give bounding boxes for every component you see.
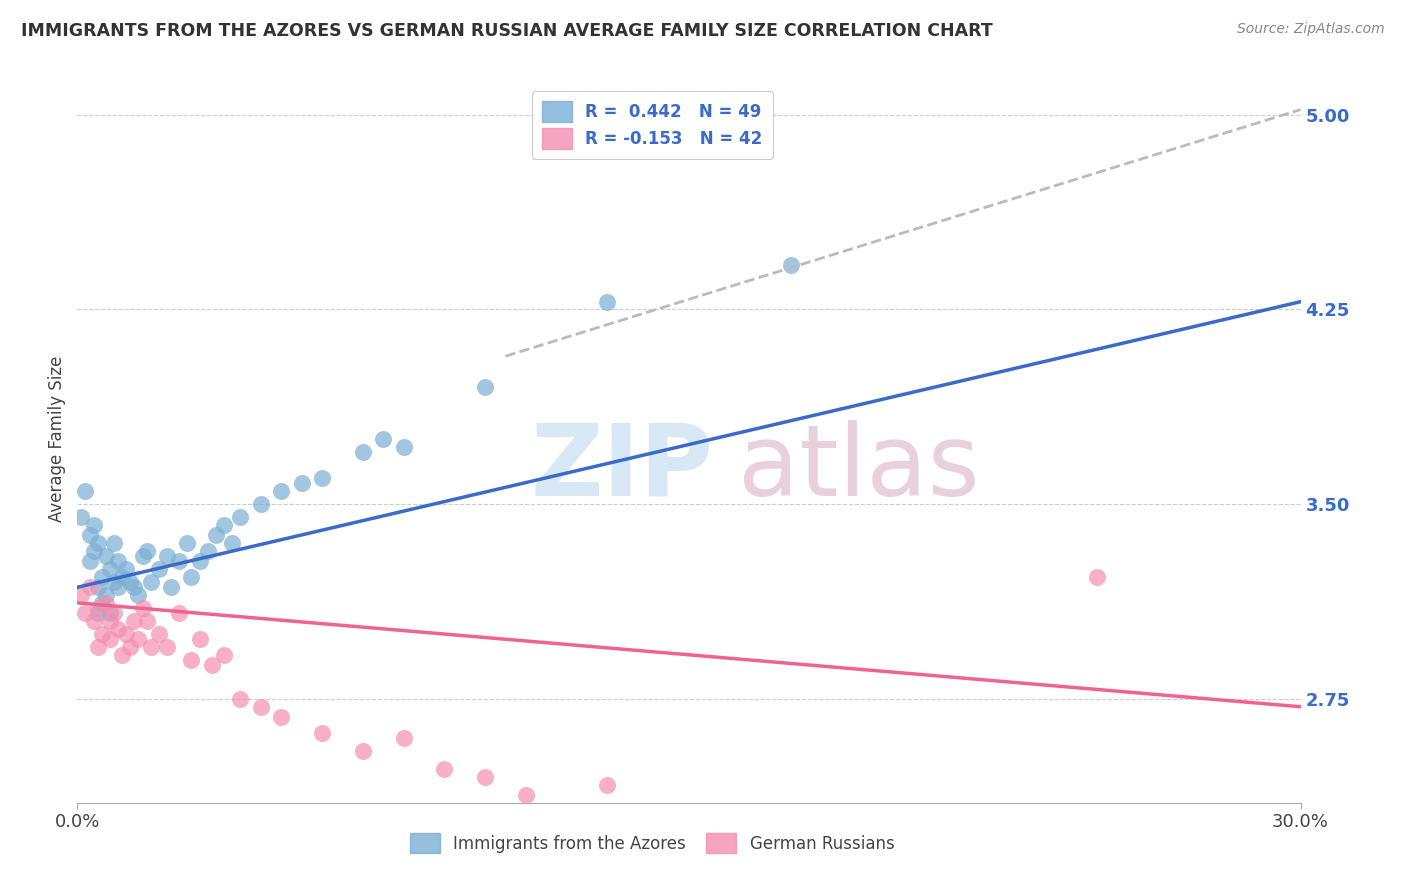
Point — [139, 640, 162, 654]
Point — [115, 627, 138, 641]
Point — [87, 536, 110, 550]
Point — [75, 484, 97, 499]
Point — [1208, 839, 1230, 854]
Point — [290, 476, 312, 491]
Point — [70, 588, 93, 602]
Point — [212, 648, 235, 662]
Point — [103, 536, 125, 550]
Point — [103, 575, 125, 590]
Point — [221, 536, 243, 550]
Point — [596, 778, 619, 792]
Y-axis label: Average Family Size: Average Family Size — [48, 356, 66, 523]
Point — [1085, 570, 1108, 584]
Point — [83, 614, 105, 628]
Point — [229, 692, 252, 706]
Point — [474, 380, 496, 394]
Point — [169, 554, 191, 568]
Point — [270, 710, 292, 724]
Point — [135, 614, 157, 628]
Point — [103, 607, 125, 621]
Point — [759, 830, 782, 844]
Point — [148, 627, 170, 641]
Point — [90, 627, 112, 641]
Point — [371, 433, 394, 447]
Point — [474, 770, 496, 784]
Point — [107, 554, 129, 568]
Point — [596, 294, 619, 309]
Point — [139, 575, 162, 590]
Point — [270, 484, 292, 499]
Text: Source: ZipAtlas.com: Source: ZipAtlas.com — [1237, 22, 1385, 37]
Legend: Immigrants from the Azores, German Russians: Immigrants from the Azores, German Russi… — [404, 826, 901, 860]
Point — [98, 614, 121, 628]
Point — [779, 258, 801, 272]
Point — [87, 601, 110, 615]
Point — [197, 544, 219, 558]
Point — [120, 575, 142, 590]
Point — [127, 588, 149, 602]
Point — [111, 570, 134, 584]
Point — [79, 554, 101, 568]
Point — [107, 622, 129, 636]
Point — [79, 580, 101, 594]
Point — [131, 601, 153, 615]
Point — [120, 640, 142, 654]
Point — [94, 549, 117, 563]
Point — [135, 544, 157, 558]
Point — [148, 562, 170, 576]
Point — [98, 607, 121, 621]
Point — [111, 648, 134, 662]
Point — [160, 580, 183, 594]
Point — [70, 510, 93, 524]
Point — [131, 549, 153, 563]
Point — [250, 699, 273, 714]
Point — [94, 596, 117, 610]
Point — [515, 788, 537, 802]
Point — [205, 528, 228, 542]
Point — [87, 640, 110, 654]
Text: ZIP: ZIP — [530, 420, 713, 516]
Point — [79, 528, 101, 542]
Point — [124, 614, 146, 628]
Point — [678, 814, 700, 828]
Point — [169, 607, 191, 621]
Point — [176, 536, 198, 550]
Text: atlas: atlas — [738, 420, 980, 516]
Point — [188, 632, 211, 647]
Point — [90, 570, 112, 584]
Point — [180, 653, 202, 667]
Point — [127, 632, 149, 647]
Point — [311, 471, 333, 485]
Point — [83, 544, 105, 558]
Text: IMMIGRANTS FROM THE AZORES VS GERMAN RUSSIAN AVERAGE FAMILY SIZE CORRELATION CHA: IMMIGRANTS FROM THE AZORES VS GERMAN RUS… — [21, 22, 993, 40]
Point — [156, 640, 179, 654]
Point — [115, 562, 138, 576]
Point — [87, 580, 110, 594]
Point — [433, 762, 456, 776]
Point — [98, 562, 121, 576]
Point — [229, 510, 252, 524]
Point — [392, 731, 415, 745]
Point — [90, 596, 112, 610]
Point — [250, 497, 273, 511]
Point — [188, 554, 211, 568]
Point — [156, 549, 179, 563]
Point — [555, 809, 578, 823]
Point — [75, 607, 97, 621]
Point — [83, 518, 105, 533]
Point — [392, 440, 415, 454]
Point — [98, 632, 121, 647]
Point — [180, 570, 202, 584]
Point — [311, 725, 333, 739]
Point — [352, 445, 374, 459]
Point — [107, 580, 129, 594]
Point — [201, 658, 224, 673]
Point — [212, 518, 235, 533]
Point — [352, 744, 374, 758]
Point — [87, 607, 110, 621]
Point — [94, 588, 117, 602]
Point — [124, 580, 146, 594]
